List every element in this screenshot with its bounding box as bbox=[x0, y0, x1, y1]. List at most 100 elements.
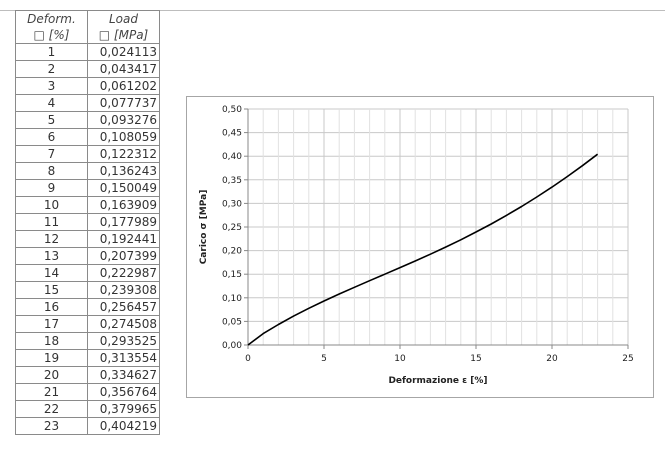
table-row: 10 0,163909 bbox=[15, 196, 160, 214]
deformation-cell: 10 bbox=[15, 196, 88, 214]
chart-frame: 0,00 0,05 0,10 0,15 0,20 0,25 0,30 0,35 0,40 0,45… bbox=[186, 96, 654, 398]
table-row: 9 0,150049 bbox=[15, 179, 160, 197]
deformation-cell: 16 bbox=[15, 298, 88, 316]
deformation-cell: 23 bbox=[15, 417, 88, 435]
table-row: 15 0,239308 bbox=[15, 281, 160, 299]
y-tick-label: 0,00 bbox=[222, 341, 242, 351]
load-cell: 0,222987 bbox=[87, 264, 160, 282]
table-row: 2 0,043417 bbox=[15, 60, 160, 78]
load-cell: 0,256457 bbox=[87, 298, 160, 316]
deformation-cell: 6 bbox=[15, 128, 88, 146]
tick-labels: 0,00 0,05 0,10 0,15 0,20 0,25 0,30 0,35 0,40 0,45… bbox=[222, 105, 634, 364]
table-row: 8 0,136243 bbox=[15, 162, 160, 180]
load-cell: 0,293525 bbox=[87, 332, 160, 350]
load-cell: 0,404219 bbox=[87, 417, 160, 435]
deformation-cell: 11 bbox=[15, 213, 88, 231]
y-tick-label: 0,50 bbox=[222, 105, 242, 115]
x-tick-label: 20 bbox=[546, 354, 558, 364]
table-row: 7 0,122312 bbox=[15, 145, 160, 163]
series-layer bbox=[247, 153, 599, 346]
x-tick-label: 0 bbox=[245, 354, 251, 364]
deformation-cell: 22 bbox=[15, 400, 88, 418]
x-tick-label: 25 bbox=[622, 354, 633, 364]
table-row: 18 0,293525 bbox=[15, 332, 160, 350]
table-row: 14 0,222987 bbox=[15, 264, 160, 282]
deformation-cell: 19 bbox=[15, 349, 88, 367]
table-row: 4 0,077737 bbox=[15, 94, 160, 112]
y-tick-label: 0,10 bbox=[222, 294, 242, 304]
table-row: 19 0,313554 bbox=[15, 349, 160, 367]
load-cell: 0,356764 bbox=[87, 383, 160, 401]
deformation-cell: 12 bbox=[15, 230, 88, 248]
table-header-row: Deform. Load bbox=[15, 10, 160, 27]
deformation-cell: 13 bbox=[15, 247, 88, 265]
load-header: Load bbox=[87, 10, 160, 27]
load-cell: 0,093276 bbox=[87, 111, 160, 129]
y-tick-label: 0,30 bbox=[222, 199, 242, 209]
x-tick-label: 5 bbox=[321, 354, 327, 364]
load-cell: 0,061202 bbox=[87, 77, 160, 95]
load-cell: 0,177989 bbox=[87, 213, 160, 231]
y-tick-label: 0,20 bbox=[222, 247, 242, 257]
chart: 0,00 0,05 0,10 0,15 0,20 0,25 0,30 0,35 0,40 0,45… bbox=[199, 105, 634, 386]
deformation-cell: 14 bbox=[15, 264, 88, 282]
table-row: 12 0,192441 bbox=[15, 230, 160, 248]
table-row: 11 0,177989 bbox=[15, 213, 160, 231]
deformation-cell: 9 bbox=[15, 179, 88, 197]
y-tick-label: 0,15 bbox=[222, 270, 242, 280]
table-row: 22 0,379965 bbox=[15, 400, 160, 418]
load-cell: 0,334627 bbox=[87, 366, 160, 384]
load-cell: 0,313554 bbox=[87, 349, 160, 367]
grid bbox=[248, 108, 629, 345]
x-tick-label: 15 bbox=[470, 354, 481, 364]
table-row: 20 0,334627 bbox=[15, 366, 160, 384]
series-line bbox=[247, 153, 599, 346]
table-row: 23 0,404219 bbox=[15, 417, 160, 435]
table-row: 21 0,356764 bbox=[15, 383, 160, 401]
deformation-cell: 20 bbox=[15, 366, 88, 384]
data-table: Deform. Load □ [%] □ [MPa] 1 0,024113 2 0,0… bbox=[15, 10, 160, 435]
y-tick-label: 0,25 bbox=[222, 223, 242, 233]
x-axis-title: Deformazione ε [%] bbox=[388, 376, 487, 386]
y-tick-label: 0,05 bbox=[222, 317, 242, 327]
load-cell: 0,207399 bbox=[87, 247, 160, 265]
load-cell: 0,379965 bbox=[87, 400, 160, 418]
deformation-cell: 8 bbox=[15, 162, 88, 180]
load-unit: □ [MPa] bbox=[87, 27, 160, 44]
load-cell: 0,108059 bbox=[87, 128, 160, 146]
y-tick-label: 0,35 bbox=[222, 176, 242, 186]
table-body: 1 0,024113 2 0,043417 3 0,061202 4 0,077737 5 0,0… bbox=[15, 43, 160, 435]
y-tick-label: 0,40 bbox=[222, 152, 242, 162]
deformation-unit: □ [%] bbox=[15, 27, 88, 44]
top-rule bbox=[0, 10, 665, 11]
y-tick-label: 0,45 bbox=[222, 129, 242, 139]
load-cell: 0,239308 bbox=[87, 281, 160, 299]
x-tick-label: 10 bbox=[394, 354, 406, 364]
load-cell: 0,122312 bbox=[87, 145, 160, 163]
deformation-cell: 18 bbox=[15, 332, 88, 350]
table-row: 13 0,207399 bbox=[15, 247, 160, 265]
deformation-cell: 5 bbox=[15, 111, 88, 129]
table-row: 1 0,024113 bbox=[15, 43, 160, 61]
load-cell: 0,043417 bbox=[87, 60, 160, 78]
deformation-cell: 4 bbox=[15, 94, 88, 112]
load-cell: 0,150049 bbox=[87, 179, 160, 197]
deformation-cell: 7 bbox=[15, 145, 88, 163]
deformation-cell: 1 bbox=[15, 43, 88, 61]
load-cell: 0,077737 bbox=[87, 94, 160, 112]
y-axis-title: Carico σ [MPa] bbox=[199, 190, 209, 265]
table-row: 16 0,256457 bbox=[15, 298, 160, 316]
deformation-cell: 21 bbox=[15, 383, 88, 401]
load-cell: 0,163909 bbox=[87, 196, 160, 214]
load-cell: 0,192441 bbox=[87, 230, 160, 248]
axes bbox=[244, 108, 629, 349]
deformation-cell: 3 bbox=[15, 77, 88, 95]
table-row: 5 0,093276 bbox=[15, 111, 160, 129]
load-cell: 0,274508 bbox=[87, 315, 160, 333]
deformation-cell: 17 bbox=[15, 315, 88, 333]
table-row: 3 0,061202 bbox=[15, 77, 160, 95]
table-unit-row: □ [%] □ [MPa] bbox=[15, 27, 160, 44]
load-cell: 0,136243 bbox=[87, 162, 160, 180]
table-row: 17 0,274508 bbox=[15, 315, 160, 333]
deformation-cell: 15 bbox=[15, 281, 88, 299]
